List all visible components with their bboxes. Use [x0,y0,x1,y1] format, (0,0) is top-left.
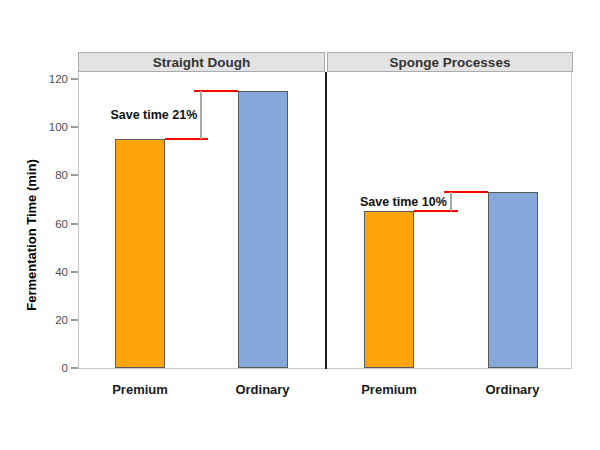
bar-ordinary [238,91,288,368]
x-category-label: Ordinary [473,383,553,397]
annotation-label: Save time 10% [360,194,447,210]
annotation-label: Save time 21% [110,107,197,123]
panel-header-sponge-processes: Sponge Processes [327,52,573,72]
x-category-label: Ordinary [223,383,303,397]
y-tick-mark [71,174,78,176]
annotation-connector [200,91,202,139]
bar-premium [364,211,414,368]
bar-ordinary [488,192,538,368]
x-category-label: Premium [349,383,429,397]
y-tick-label: 80 [38,168,68,182]
y-tick-label: 100 [38,120,68,134]
fermentation-time-chart: Fermentation Time (min) Straight Dough S… [0,0,600,450]
y-tick-label: 120 [38,72,68,86]
y-tick-mark [71,223,78,225]
annotation-connector [450,192,452,211]
y-tick-mark [71,367,78,369]
y-tick-label: 40 [38,265,68,279]
panel-header-label: Straight Dough [153,55,251,70]
y-axis-title: Fermentation Time (min) [24,159,39,310]
y-tick-mark [71,126,78,128]
y-tick-mark [71,78,78,80]
y-tick-label: 60 [38,217,68,231]
y-tick-label: 20 [38,313,68,327]
x-category-label: Premium [100,383,180,397]
panel-header-straight-dough: Straight Dough [78,52,325,72]
bar-premium [115,139,165,368]
panel-header-label: Sponge Processes [390,55,511,70]
panel-divider-line [325,72,327,369]
y-tick-label: 0 [38,361,68,375]
y-tick-mark [71,271,78,273]
y-tick-mark [71,319,78,321]
